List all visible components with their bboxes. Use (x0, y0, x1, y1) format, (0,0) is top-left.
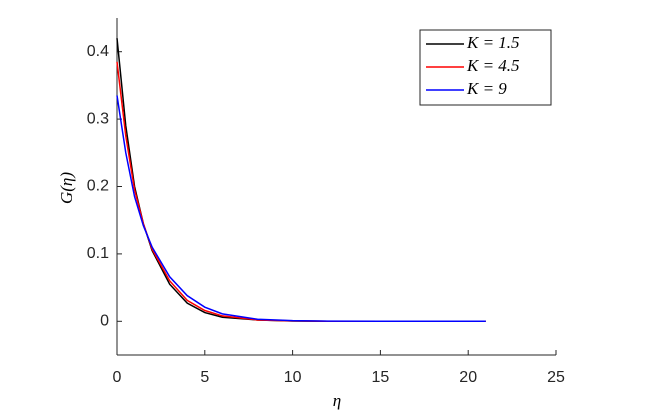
x-tick-label: 10 (284, 369, 302, 386)
legend-label: K = 9 (466, 79, 507, 98)
y-axis-label: G(η) (57, 172, 76, 204)
y-tick-label: 0.4 (87, 43, 109, 60)
line-series (116, 95, 486, 323)
legend-label: K = 4.5 (466, 56, 520, 75)
x-tick-label: 20 (459, 369, 477, 386)
y-tick-label: 0.1 (87, 245, 109, 262)
y-tick-label: 0 (100, 313, 109, 330)
x-axis-label: η (333, 391, 341, 410)
x-tick-label: 0 (113, 369, 122, 386)
x-tick-label: 15 (372, 369, 390, 386)
x-tick-label: 5 (200, 369, 209, 386)
y-tick-label: 0.3 (87, 110, 109, 127)
x-tick-label: 25 (547, 369, 565, 386)
legend-label: K = 1.5 (466, 33, 520, 52)
y-tick-label: 0.2 (87, 178, 109, 195)
